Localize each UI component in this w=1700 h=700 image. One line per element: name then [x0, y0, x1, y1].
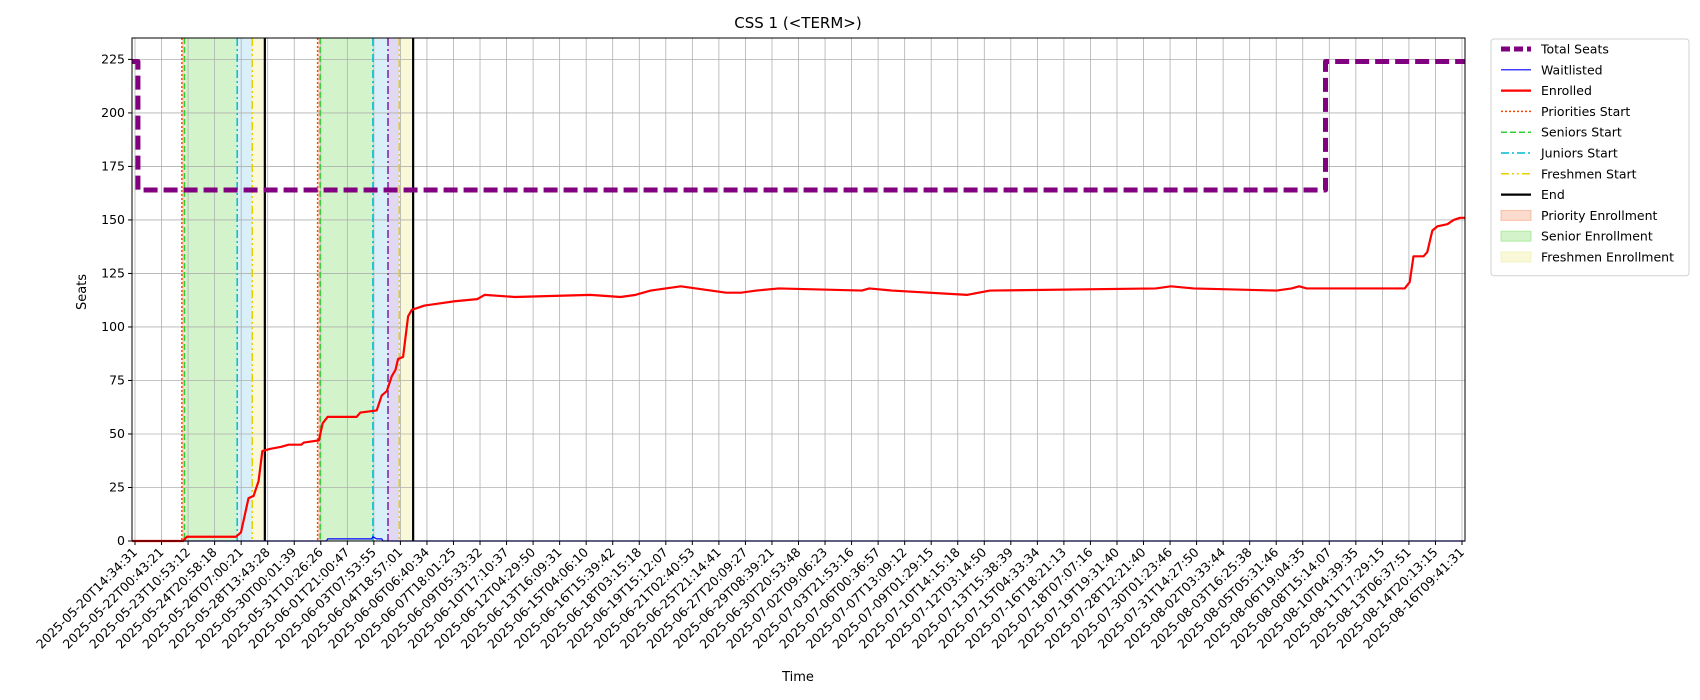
legend-box [1490, 38, 1690, 277]
legend-label-total-seats: Total Seats [1540, 42, 1609, 57]
shaded-region-2-0 [237, 38, 253, 541]
legend-label-waitlisted: Waitlisted [1541, 62, 1603, 77]
legend-swatch-senior-enrollment [1500, 230, 1532, 242]
legend-swatch-priority-enrollment [1500, 209, 1532, 221]
y-tick-label: 50 [109, 426, 125, 441]
legend-label-senior-enrollment: Senior Enrollment [1541, 229, 1653, 244]
y-tick-label: 150 [101, 212, 125, 227]
legend-label-priorities-start: Priorities Start [1541, 104, 1630, 119]
chart-title: CSS 1 (<TERM>) [734, 14, 861, 32]
y-tick-label: 75 [109, 372, 125, 387]
legend-label-freshmen-enrollment: Freshmen Enrollment [1541, 250, 1674, 265]
legend-label-priority-enrollment: Priority Enrollment [1541, 208, 1658, 223]
x-axis-title: Time [781, 670, 814, 685]
shaded-region-0-0 [181, 38, 185, 541]
legend-label-enrolled: Enrolled [1541, 83, 1592, 98]
shaded-region-4-1 [399, 38, 414, 541]
y-tick-label: 225 [101, 51, 125, 66]
legend-label-seniors-start: Seniors Start [1541, 125, 1622, 140]
y-tick-label: 125 [101, 265, 125, 280]
shaded-region-0-1 [317, 38, 321, 541]
y-tick-label: 100 [101, 319, 125, 334]
series-line-enrolled [132, 216, 1465, 543]
shaded-region-3-0 [388, 38, 400, 541]
shaded-region-1-1 [320, 38, 373, 541]
legend: Total Seats Waitlisted Enrolled Priorities … [1490, 38, 1690, 277]
legend-label-end: End [1541, 187, 1565, 202]
plot-area: 02550751001251501752002252025-05-20T14:3… [33, 37, 1467, 652]
y-axis-title: Seats [75, 274, 90, 310]
shaded-region-2-1 [372, 38, 389, 541]
legend-label-juniors-start: Juniors Start [1540, 146, 1618, 161]
shaded-region-4-0 [252, 38, 265, 541]
y-tick-label: 200 [101, 105, 125, 120]
shaded-region-1-0 [184, 38, 238, 541]
legend-swatch-freshmen-enrollment [1500, 251, 1532, 263]
y-tick-label: 25 [109, 479, 125, 494]
legend-label-freshmen-start: Freshmen Start [1541, 166, 1637, 181]
y-tick-label: 0 [117, 533, 125, 548]
series-line-total-seats [132, 59, 1465, 193]
y-tick-label: 175 [101, 158, 125, 173]
series-line-waitlisted [132, 536, 1465, 542]
